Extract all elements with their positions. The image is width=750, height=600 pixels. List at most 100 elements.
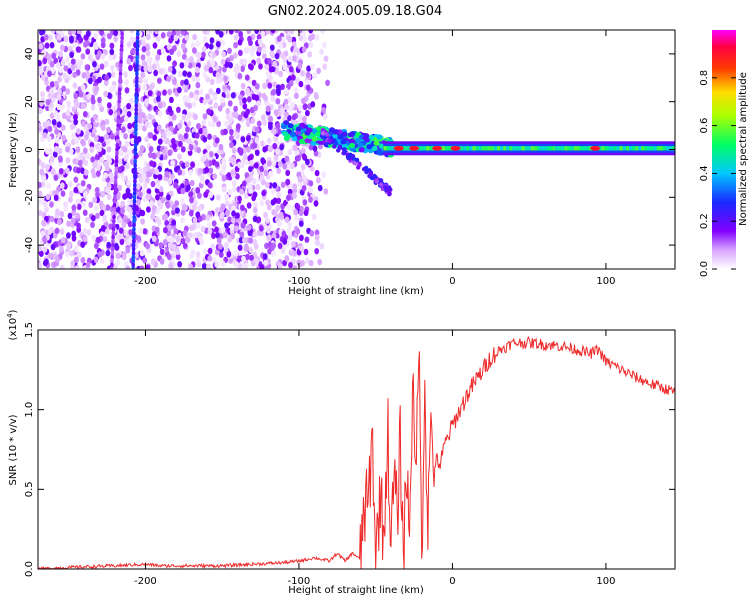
heatmap-cell — [376, 134, 383, 140]
heatmap-cell — [197, 205, 203, 212]
colorbar-gradient — [712, 30, 736, 269]
heatmap-cell — [194, 66, 200, 74]
heatmap-cell — [148, 84, 154, 91]
heatmap-cell — [246, 176, 252, 183]
heatmap-cell — [283, 98, 289, 106]
heatmap-cell — [659, 146, 663, 151]
heatmap-cell — [53, 110, 58, 117]
heatmap-cell — [231, 147, 237, 154]
x-tick-label: -200 — [134, 576, 157, 587]
heatmap-cell — [106, 92, 112, 99]
heatmap-cell — [173, 182, 178, 189]
heatmap-cell — [268, 115, 273, 123]
heatmap-cell — [512, 146, 516, 151]
heatmap-cell — [113, 190, 117, 196]
heatmap-cell — [75, 101, 80, 109]
heatmap-cell — [149, 160, 154, 167]
heatmap-cell — [122, 146, 128, 153]
heatmap-cell — [303, 248, 309, 256]
heatmap-cell — [156, 151, 161, 158]
heatmap-cell — [42, 236, 47, 243]
heatmap-cell — [166, 130, 172, 137]
heatmap-cell — [362, 135, 369, 141]
heatmap-cell — [450, 145, 461, 151]
heatmap-cell — [99, 209, 105, 217]
heatmap-cell — [215, 30, 220, 35]
heatmap-cell — [103, 60, 109, 68]
heatmap-cell — [280, 123, 287, 130]
heatmap-cell — [50, 30, 56, 34]
heatmap-cell — [481, 146, 485, 151]
heatmap-cell — [92, 162, 97, 169]
heatmap-cell — [496, 146, 501, 151]
heatmap-cell — [262, 146, 268, 153]
heatmap-cell — [272, 142, 278, 150]
heatmap-cell — [81, 120, 86, 127]
heatmap-cell — [291, 113, 297, 121]
heatmap-cell — [109, 48, 115, 56]
heatmap-cell — [146, 33, 151, 41]
heatmap-cell — [291, 74, 296, 81]
heatmap-cell — [371, 145, 378, 151]
heatmap-cell — [136, 166, 142, 174]
heatmap-cell — [76, 203, 82, 210]
heatmap-cell — [134, 127, 138, 133]
heatmap-cell — [237, 114, 243, 121]
heatmap-cell — [109, 133, 115, 140]
colorbar-tick-label: 0.0 — [699, 261, 710, 277]
heatmap-cell — [104, 165, 110, 172]
heatmap-cell — [549, 146, 553, 151]
heatmap-cell — [298, 220, 304, 227]
heatmap-cell — [71, 204, 77, 211]
heatmap-cell — [260, 30, 266, 38]
heatmap-cell — [503, 146, 507, 151]
heatmap-cell — [109, 42, 115, 49]
heatmap-cell — [60, 237, 66, 244]
heatmap-cell — [111, 105, 117, 112]
heatmap-cell — [260, 140, 265, 147]
heatmap-cell — [100, 53, 106, 60]
heatmap-cell — [208, 88, 214, 95]
heatmap-cell — [293, 209, 299, 216]
heatmap-cell — [244, 74, 250, 81]
heatmap-cell — [199, 238, 205, 246]
heatmap-cell — [250, 117, 256, 125]
heatmap-cell — [469, 146, 473, 151]
heatmap-cell — [305, 84, 311, 91]
heatmap-cell — [94, 242, 99, 250]
heatmap-cell — [191, 101, 197, 108]
heatmap-cell — [207, 133, 212, 140]
heatmap-cell — [224, 120, 229, 128]
heatmap-cell — [292, 250, 297, 257]
heatmap-cell — [272, 60, 277, 68]
heatmap-cell — [195, 251, 201, 258]
heatmap-cell — [323, 55, 329, 62]
heatmap-cell — [354, 157, 360, 163]
heatmap-cell — [493, 146, 498, 151]
heatmap-cell — [192, 217, 198, 224]
heatmap-cell — [132, 226, 136, 232]
heatmap-cell — [275, 148, 280, 155]
heatmap-cell — [113, 35, 119, 43]
heatmap-cell — [118, 71, 123, 77]
heatmap-cell — [210, 243, 216, 250]
heatmap-cell — [582, 146, 587, 151]
heatmap-cell — [84, 133, 89, 140]
heatmap-cell — [47, 125, 53, 133]
heatmap-cell — [221, 161, 227, 169]
heatmap-cell — [92, 127, 97, 135]
heatmap-cell — [300, 163, 306, 171]
heatmap-cell — [175, 248, 181, 256]
heatmap-cell — [143, 65, 149, 72]
colorbar-ticks: 0.0 0.2 0.4 0.6 0.8 — [699, 70, 736, 277]
heatmap-feature-tone-line — [383, 141, 675, 156]
heatmap-cell — [38, 250, 44, 257]
heatmap-cell — [333, 141, 339, 146]
heatmap-cell — [214, 161, 220, 168]
heatmap-cell — [120, 39, 124, 45]
heatmap-cell — [543, 146, 547, 151]
heatmap-cell — [198, 88, 204, 96]
heatmap-cell — [295, 203, 301, 210]
heatmap-cell — [111, 226, 116, 232]
colorbar-tick-label: 0.8 — [699, 70, 710, 86]
